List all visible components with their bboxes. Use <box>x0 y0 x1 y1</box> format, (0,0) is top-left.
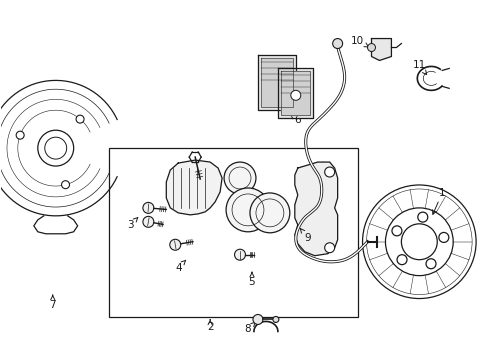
Circle shape <box>291 90 301 100</box>
Circle shape <box>368 44 375 51</box>
Circle shape <box>418 212 428 222</box>
Polygon shape <box>278 68 313 118</box>
Circle shape <box>226 188 270 232</box>
Circle shape <box>325 167 335 177</box>
Circle shape <box>170 239 181 250</box>
Text: 2: 2 <box>207 320 214 332</box>
Circle shape <box>76 115 84 123</box>
Bar <box>108 148 358 318</box>
Circle shape <box>397 255 407 265</box>
Text: 10: 10 <box>351 36 368 47</box>
Text: 4: 4 <box>175 260 186 273</box>
Circle shape <box>143 216 154 227</box>
Text: 7: 7 <box>49 295 56 310</box>
Polygon shape <box>261 58 293 107</box>
Polygon shape <box>166 160 222 215</box>
Circle shape <box>62 181 70 189</box>
Polygon shape <box>295 162 338 256</box>
Circle shape <box>235 249 245 260</box>
Circle shape <box>426 259 436 269</box>
Text: 9: 9 <box>300 229 311 243</box>
Text: 8: 8 <box>245 322 255 334</box>
Circle shape <box>143 202 154 213</box>
Polygon shape <box>371 39 392 60</box>
Circle shape <box>253 315 263 324</box>
Circle shape <box>16 131 24 139</box>
Circle shape <box>250 193 290 233</box>
Circle shape <box>224 162 256 194</box>
Polygon shape <box>281 71 310 115</box>
Text: 6: 6 <box>291 114 301 125</box>
Text: 11: 11 <box>413 60 427 75</box>
Circle shape <box>392 226 402 236</box>
Text: 5: 5 <box>248 272 255 287</box>
Polygon shape <box>258 55 296 110</box>
Circle shape <box>439 233 449 242</box>
Text: 1: 1 <box>433 188 445 214</box>
Text: 3: 3 <box>127 217 138 230</box>
Circle shape <box>273 316 279 323</box>
Circle shape <box>333 39 343 49</box>
Circle shape <box>325 243 335 253</box>
